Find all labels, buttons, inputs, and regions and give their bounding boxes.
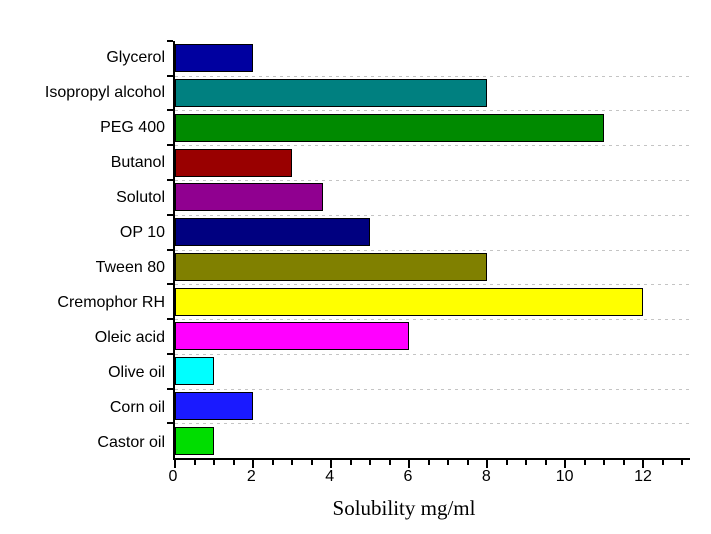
plot-area	[167, 40, 690, 468]
category-label-solutol: Solutol	[116, 189, 165, 207]
bar-row-op-10	[175, 215, 690, 250]
gridline	[175, 388, 690, 390]
x-major-tick	[642, 460, 645, 468]
bar-row-castor-oil	[175, 423, 690, 458]
x-tick-label-0: 0	[168, 468, 178, 485]
x-tick-labels: 0 2 4 6 8 10 12	[169, 468, 690, 489]
bar-corn-oil	[175, 391, 254, 420]
x-minor-tick	[271, 460, 274, 465]
bar-solutol	[175, 183, 324, 212]
x-tick-label-12: 12	[634, 468, 652, 485]
x-minor-tick	[583, 460, 586, 465]
y-axis-tick	[167, 213, 173, 216]
category-label-butanol: Butanol	[110, 154, 165, 172]
category-label-oleic-acid: Oleic acid	[94, 328, 165, 346]
bar-isopropyl-alcohol	[175, 79, 488, 108]
x-minor-tick	[603, 460, 606, 465]
x-minor-tick	[427, 460, 430, 465]
bar-row-glycerol	[175, 41, 690, 76]
bar-row-corn-oil	[175, 389, 690, 424]
bar-row-tween-80	[175, 250, 690, 285]
bar-butanol	[175, 148, 293, 177]
x-minor-tick	[681, 460, 684, 465]
x-minor-tick	[544, 460, 547, 465]
x-minor-tick	[505, 460, 508, 465]
x-tick-label-6: 6	[403, 468, 413, 485]
x-major-tick	[252, 460, 255, 468]
bar-castor-oil	[175, 426, 214, 455]
gridline	[175, 179, 690, 181]
x-tick-label-4: 4	[325, 468, 335, 485]
gridline	[175, 145, 690, 147]
y-axis-tick	[167, 248, 173, 251]
y-axis-tick	[167, 422, 173, 425]
x-major-tick	[174, 460, 176, 468]
y-axis-tick	[167, 317, 173, 320]
x-minor-tick	[622, 460, 625, 465]
y-axis-tick	[167, 74, 173, 77]
gridline	[175, 214, 690, 216]
x-minor-tick	[525, 460, 528, 465]
category-label-olive-oil: Olive oil	[108, 363, 165, 381]
bar-tween-80	[175, 252, 488, 281]
bar-cremophor-rh	[175, 287, 644, 316]
x-major-tick	[486, 460, 489, 468]
y-axis-labels: Glycerol Isopropyl alcohol PEG 400 Butanol S…	[0, 41, 165, 460]
x-tick-label-10: 10	[555, 468, 574, 485]
category-label-glycerol: Glycerol	[106, 49, 165, 67]
bar-row-isopropyl-alcohol	[175, 76, 690, 111]
y-axis-tick	[167, 283, 173, 286]
x-minor-tick	[466, 460, 469, 465]
x-minor-tick	[213, 460, 215, 465]
gridline	[175, 110, 690, 112]
category-label-peg-400: PEG 400	[100, 119, 165, 137]
x-minor-tick	[291, 460, 294, 465]
gridline	[175, 423, 690, 425]
x-major-tick	[564, 460, 567, 468]
x-minor-tick	[310, 460, 313, 465]
gridline	[175, 249, 690, 251]
bar-row-butanol	[175, 145, 690, 180]
x-major-tick	[330, 460, 333, 468]
gridline	[175, 318, 690, 320]
category-label-op-10: OP 10	[119, 224, 165, 242]
bar-op-10	[175, 218, 371, 247]
x-minor-tick	[388, 460, 391, 465]
bar-row-peg-400	[175, 110, 690, 145]
x-minor-tick	[369, 460, 372, 465]
category-label-tween-80: Tween 80	[95, 258, 165, 276]
y-axis-tick	[167, 352, 173, 355]
x-tick-label-8: 8	[481, 468, 491, 485]
category-label-isopropyl-alcohol: Isopropyl alcohol	[44, 84, 165, 102]
bar-glycerol	[175, 44, 254, 73]
bar-peg-400	[175, 113, 605, 142]
x-minor-tick	[661, 460, 664, 465]
x-major-tick	[408, 460, 411, 468]
y-axis-tick	[167, 178, 173, 181]
bar-row-oleic-acid	[175, 319, 690, 354]
category-label-corn-oil: Corn oil	[109, 398, 165, 416]
gridline	[175, 353, 690, 355]
bar-row-cremophor-rh	[175, 284, 690, 319]
x-minor-tick	[232, 460, 235, 465]
gridline	[175, 75, 690, 77]
bar-olive-oil	[175, 357, 214, 386]
bar-row-solutol	[175, 180, 690, 215]
y-axis-tick	[167, 387, 173, 390]
category-label-castor-oil: Castor oil	[97, 433, 165, 451]
gridline	[175, 284, 690, 286]
y-axis-tick	[167, 144, 173, 147]
x-tick-label-2: 2	[246, 468, 256, 485]
y-axis-tick	[167, 40, 173, 42]
x-minor-tick	[349, 460, 352, 465]
category-label-cremophor-rh: Cremophor RH	[57, 293, 165, 311]
bar-row-olive-oil	[175, 354, 690, 389]
x-axis-title: Solubility mg/ml	[332, 496, 476, 520]
x-minor-tick	[447, 460, 450, 465]
y-axis-tick	[167, 109, 173, 112]
bar-oleic-acid	[175, 322, 410, 351]
x-minor-tick	[193, 460, 196, 465]
